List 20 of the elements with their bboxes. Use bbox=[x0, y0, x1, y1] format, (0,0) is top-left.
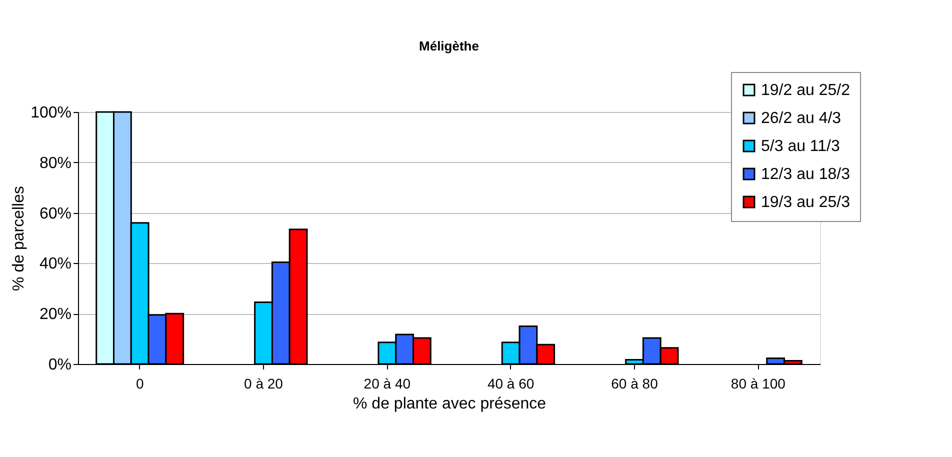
legend-label: 19/3 au 25/3 bbox=[761, 194, 850, 211]
x-tick-label: 0 bbox=[136, 376, 144, 392]
y-tick-label: 40% bbox=[39, 256, 72, 273]
x-tick-label: 40 à 60 bbox=[487, 376, 534, 392]
chart-title: Méligèthe bbox=[419, 38, 479, 54]
x-tick-label: 0 à 20 bbox=[244, 376, 284, 392]
x-axis-title: % de plante avec présence bbox=[352, 396, 546, 412]
legend-label: 12/3 au 18/3 bbox=[761, 166, 850, 183]
legend-label: 26/2 au 4/3 bbox=[761, 110, 842, 127]
y-axis-title: % de parcelles bbox=[10, 186, 28, 291]
y-tick-label: 60% bbox=[39, 205, 72, 222]
y-tick-label: 20% bbox=[39, 306, 72, 324]
y-tick-label: 100% bbox=[30, 104, 72, 122]
y-tick-label: 80% bbox=[39, 154, 72, 172]
x-tick-label: 60 à 80 bbox=[611, 376, 658, 392]
legend-label: 19/2 au 25/2 bbox=[761, 82, 850, 99]
y-tick-label: 0% bbox=[48, 356, 72, 374]
x-tick-label: 80 à 100 bbox=[730, 376, 786, 392]
legend-label: 5/3 au 11/3 bbox=[761, 138, 840, 155]
x-tick-label: 20 à 40 bbox=[364, 376, 411, 392]
